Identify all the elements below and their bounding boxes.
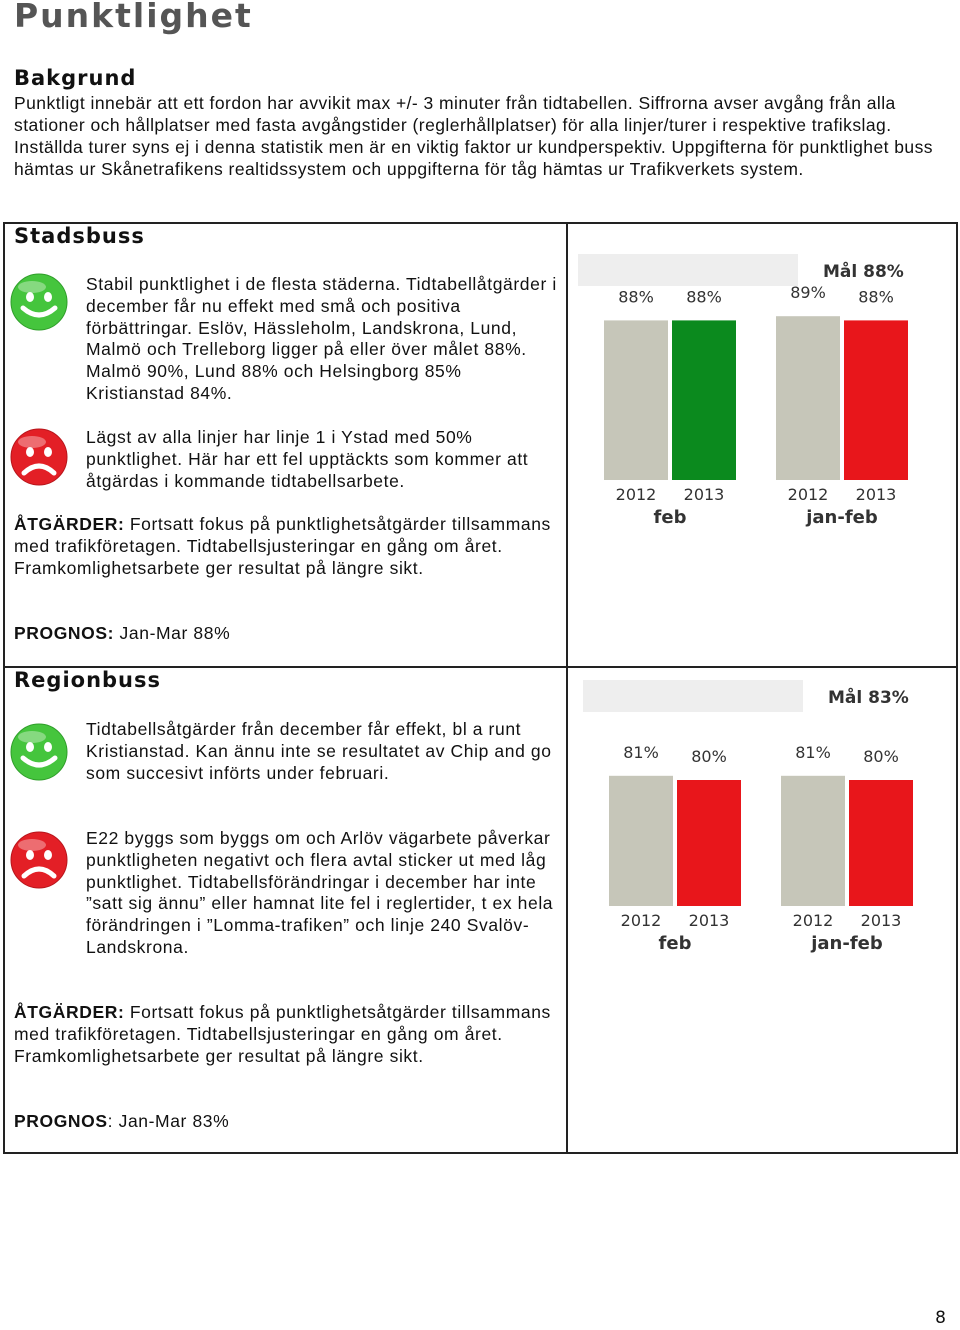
group-label: feb xyxy=(659,933,692,954)
stadsbuss-negative-text: Lägst av alla linjer har linje 1 i Ystad… xyxy=(86,427,529,491)
chart-bar xyxy=(844,320,908,480)
stadsbuss-heading: Stadsbuss xyxy=(14,224,145,248)
stadsbuss-positive-text: Stabil punktlighet i de flesta städerna.… xyxy=(86,274,557,403)
forecast-text: : Jan-Mar 83% xyxy=(107,1111,230,1131)
year-tick-label: 2013 xyxy=(684,485,725,504)
forecast-text: Jan-Mar 88% xyxy=(114,623,231,643)
bar-value-label: 89% xyxy=(790,283,826,302)
stadsbuss-section: Stadsbuss Stabil punktlighet i de flesta… xyxy=(3,222,958,668)
chart-bar xyxy=(781,775,845,906)
stadsbuss-chart: Mål 88% 88% 2012 88% 2013 feb 89% 2012 88% 2013 ja… xyxy=(578,254,918,544)
regionbuss-section: Regionbuss Tidtabellsåtgärder från decem… xyxy=(3,666,958,1154)
actions-label: ÅTGÄRDER: xyxy=(14,1002,125,1022)
bar-value-label: 88% xyxy=(618,287,654,306)
happy-smiley-icon xyxy=(10,723,68,781)
chart-bar xyxy=(776,316,840,480)
forecast-label: PROGNOS xyxy=(14,1111,108,1131)
sad-smiley-icon xyxy=(10,428,68,486)
bar-value-label: 88% xyxy=(858,287,894,306)
page-title: Punktlighet xyxy=(14,0,253,35)
bar-value-label: 81% xyxy=(623,743,659,762)
column-divider xyxy=(566,224,568,666)
year-tick-label: 2012 xyxy=(793,911,834,930)
bar-value-label: 80% xyxy=(691,747,727,766)
actions-text: Fortsatt fokus på punktlighetsåtgärder t… xyxy=(14,514,551,578)
stadsbuss-actions: ÅTGÄRDER: Fortsatt fokus på punktlighets… xyxy=(14,514,559,579)
actions-label: ÅTGÄRDER: xyxy=(14,514,125,534)
year-tick-label: 2012 xyxy=(621,911,662,930)
group-label: jan-feb xyxy=(810,933,883,954)
stadsbuss-forecast: PROGNOS: Jan-Mar 88% xyxy=(14,623,559,645)
regionbuss-forecast: PROGNOS: Jan-Mar 83% xyxy=(14,1111,559,1133)
target-label: Mål 88% xyxy=(823,260,904,282)
regionbuss-chart: Mål 83% 81% 2012 80% 2013 feb 81% 2012 80% 2013 ja… xyxy=(583,680,923,970)
chart-bar xyxy=(849,780,913,906)
year-tick-label: 2013 xyxy=(689,911,730,930)
chart-bar xyxy=(609,775,673,906)
group-label: feb xyxy=(654,507,687,528)
regionbuss-actions: ÅTGÄRDER: Fortsatt fokus på punktlighets… xyxy=(14,1002,559,1067)
chart-bar xyxy=(604,320,668,480)
happy-smiley-icon xyxy=(10,273,68,331)
regionbuss-bar-chart: Mål 83% 81% 2012 80% 2013 feb 81% 2012 80% 2013 ja… xyxy=(583,680,913,954)
forecast-label: PROGNOS: xyxy=(14,623,115,643)
chart-bar xyxy=(672,320,736,480)
bar-value-label: 81% xyxy=(795,743,831,762)
actions-text: Fortsatt fokus på punktlighetsåtgärder t… xyxy=(14,1002,551,1066)
bar-value-label: 80% xyxy=(863,747,899,766)
year-tick-label: 2013 xyxy=(856,485,897,504)
chart-bar xyxy=(677,780,741,906)
year-tick-label: 2013 xyxy=(861,911,902,930)
background-text: Punktligt innebär att ett fordon har avv… xyxy=(14,93,934,179)
group-label: jan-feb xyxy=(805,507,878,528)
column-divider xyxy=(566,668,568,1152)
target-strip xyxy=(583,680,803,712)
target-label: Mål 83% xyxy=(828,686,909,708)
regionbuss-heading: Regionbuss xyxy=(14,668,162,692)
year-tick-label: 2012 xyxy=(788,485,829,504)
sad-smiley-icon xyxy=(10,831,68,889)
page-number: 8 xyxy=(935,1308,946,1328)
background-heading: Bakgrund xyxy=(14,66,137,90)
bar-value-label: 88% xyxy=(686,287,722,306)
year-tick-label: 2012 xyxy=(616,485,657,504)
regionbuss-negative-text: E22 byggs som byggs om och Arlöv vägarbe… xyxy=(86,828,554,957)
target-strip xyxy=(578,254,798,286)
stadsbuss-bar-chart: Mål 88% 88% 2012 88% 2013 feb 89% 2012 88% 2013 ja… xyxy=(578,254,908,528)
regionbuss-positive-text: Tidtabellsåtgärder från december får eff… xyxy=(86,719,552,783)
